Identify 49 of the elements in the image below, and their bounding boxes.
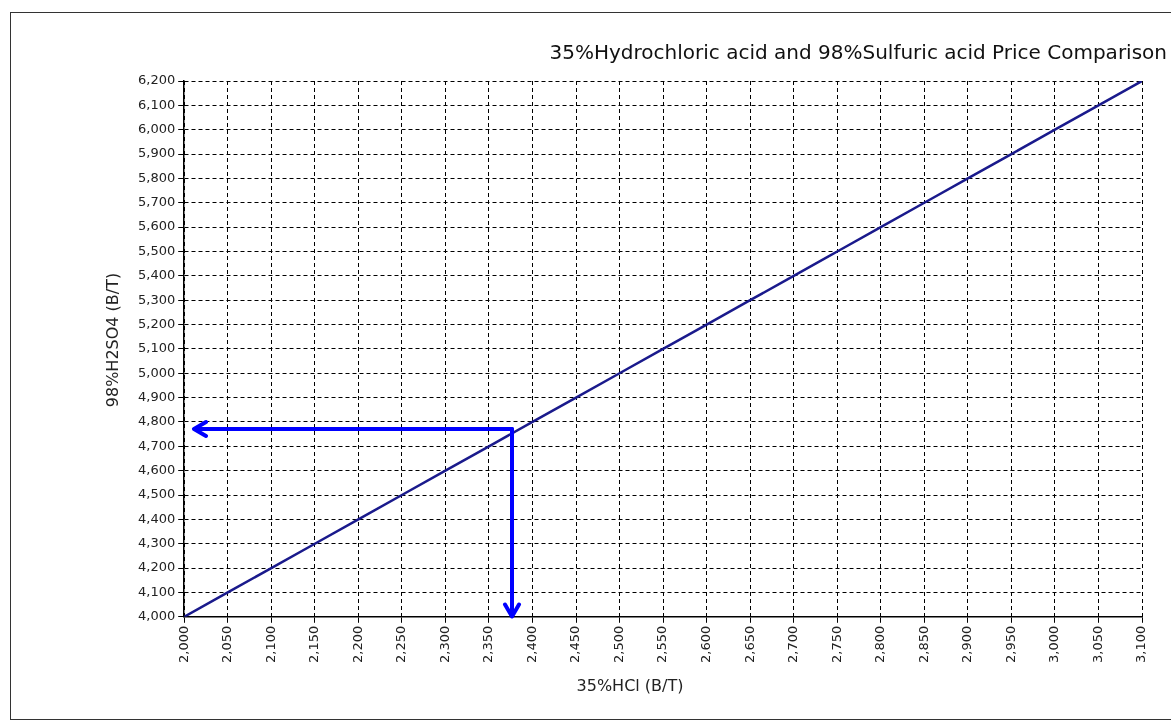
x-tick-label: 2,350 — [480, 625, 496, 663]
y-tick-label: 5,600 — [138, 218, 176, 234]
y-tick-label: 4,000 — [138, 608, 176, 624]
x-tick-label: 2,800 — [872, 625, 888, 663]
x-tick-label: 3,050 — [1089, 625, 1105, 663]
y-tick-label: 5,900 — [138, 145, 176, 161]
x-tick-label: 2,650 — [741, 625, 757, 663]
y-tick-label: 6,200 — [138, 72, 176, 88]
x-tick-label: 2,700 — [785, 625, 801, 663]
x-tick-label: 2,250 — [393, 625, 409, 663]
y-tick-label: 5,500 — [138, 242, 176, 258]
x-tick-label: 3,100 — [1133, 625, 1149, 663]
x-tick-label: 2,000 — [175, 625, 191, 663]
x-tick-label: 2,850 — [915, 625, 931, 663]
y-tick-label: 5,000 — [138, 364, 176, 380]
y-tick-label: 5,100 — [138, 340, 176, 356]
x-tick-label: 2,450 — [567, 625, 583, 663]
y-tick-label: 4,700 — [138, 437, 176, 453]
y-tick-label: 4,600 — [138, 462, 176, 478]
x-tick-label: 2,050 — [219, 625, 235, 663]
y-tick-label: 6,100 — [138, 96, 176, 112]
y-tick-label: 4,900 — [138, 388, 176, 404]
x-tick-label: 2,200 — [349, 625, 365, 663]
x-tick-label: 2,100 — [262, 625, 278, 663]
x-tick-label: 2,600 — [698, 625, 714, 663]
y-axis-title: 98%H2SO4 (B/T) — [102, 272, 122, 408]
y-tick-label: 4,400 — [138, 510, 176, 526]
x-tick-label: 2,550 — [654, 625, 670, 663]
x-tick-label: 2,500 — [610, 625, 626, 663]
x-axis-title: 35%HCl (B/T) — [576, 676, 684, 695]
x-tick-label: 2,150 — [306, 625, 322, 663]
x-tick-label: 2,400 — [523, 625, 539, 663]
chart-title: 35%Hydrochloric acid and 98%Sulfuric acid Price Comparison — [549, 40, 1167, 64]
x-tick-label: 2,950 — [1002, 625, 1018, 663]
x-tick-label: 3,000 — [1046, 625, 1062, 663]
y-tick-label: 5,400 — [138, 267, 176, 283]
y-tick-label: 5,200 — [138, 315, 176, 331]
y-tick-label: 5,700 — [138, 194, 176, 210]
y-tick-label: 6,000 — [138, 121, 176, 137]
y-tick-label: 4,200 — [138, 559, 176, 575]
y-tick-label: 4,800 — [138, 413, 176, 429]
y-tick-label: 4,500 — [138, 486, 176, 502]
y-tick-label: 5,300 — [138, 291, 176, 307]
y-tick-label: 4,100 — [138, 583, 176, 599]
x-tick-label: 2,750 — [828, 625, 844, 663]
x-tick-label: 2,300 — [436, 625, 452, 663]
y-tick-label: 5,800 — [138, 169, 176, 185]
y-tick-label: 4,300 — [138, 535, 176, 551]
x-tick-label: 2,900 — [959, 625, 975, 663]
